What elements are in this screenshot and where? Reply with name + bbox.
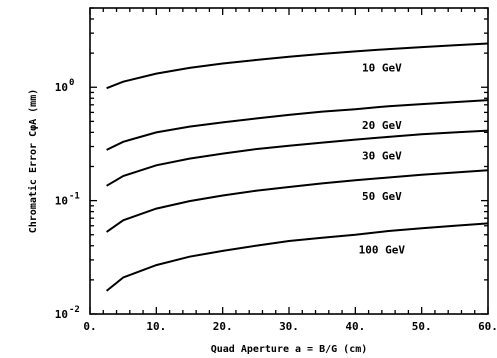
series-label: 10 GeV bbox=[362, 62, 402, 75]
x-tick-labels: 0. 10. 20. 30. 40. 50. 60. bbox=[83, 320, 497, 333]
x-tick-label: 50. bbox=[412, 320, 432, 333]
series-labels: 10 GeV 20 GeV 30 GeV 50 GeV 100 GeV bbox=[359, 62, 406, 257]
x-tick-label: 30. bbox=[279, 320, 299, 333]
y-axis-label: Chromatic Error CφA (mm) bbox=[27, 89, 39, 234]
series-line bbox=[105, 222, 489, 292]
y-tick-label: 10 bbox=[55, 195, 68, 208]
x-tick-label: 10. bbox=[146, 320, 166, 333]
y-tick-exponent: -2 bbox=[69, 305, 80, 315]
y-tick-exponent: 0 bbox=[69, 78, 74, 88]
x-tick-label: 20. bbox=[213, 320, 233, 333]
series-label: 20 GeV bbox=[362, 119, 402, 132]
y-tick-label: 10 bbox=[55, 81, 68, 94]
series-line bbox=[106, 129, 489, 187]
series-label: 30 GeV bbox=[362, 149, 402, 162]
x-axis-label: Quad Aperture a = B/G (cm) bbox=[211, 344, 368, 355]
axis-ticks bbox=[89, 7, 489, 315]
x-tick-label: 0. bbox=[83, 320, 96, 333]
series-line bbox=[106, 169, 489, 233]
series-label: 50 GeV bbox=[362, 190, 402, 203]
x-tick-label: 40. bbox=[345, 320, 365, 333]
y-tick-exponent: -1 bbox=[69, 192, 80, 202]
series-line bbox=[106, 99, 489, 151]
series-curves bbox=[105, 42, 489, 292]
x-tick-label: 60. bbox=[478, 320, 497, 333]
y-tick-label: 10 bbox=[55, 308, 68, 321]
series-line bbox=[106, 42, 489, 90]
series-label: 100 GeV bbox=[359, 244, 406, 257]
